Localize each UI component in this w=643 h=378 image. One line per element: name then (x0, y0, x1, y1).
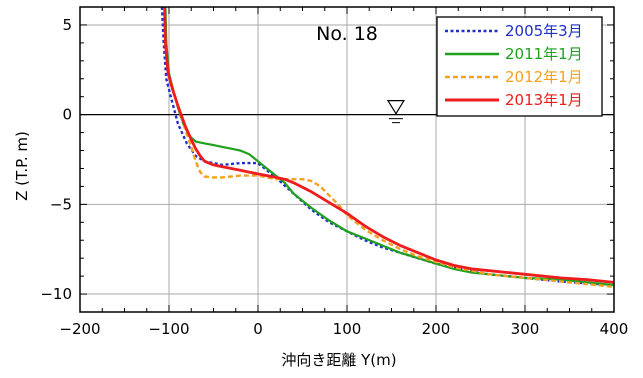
x-tick-label: −200 (59, 320, 100, 338)
x-tick-label: 100 (333, 320, 362, 338)
y-tick-label: −10 (40, 285, 72, 303)
x-tick-label: 400 (600, 320, 629, 338)
x-axis-label: 沖向き距離 Y(m) (281, 351, 396, 369)
y-tick-label: 5 (62, 16, 72, 34)
tick-marks (79, 6, 615, 313)
y-tick-label: −5 (50, 195, 72, 213)
series-layer (160, 7, 614, 289)
legend-label: 2013年1月 (505, 91, 583, 109)
y-tick-label: 0 (62, 106, 72, 124)
x-tick-label: 0 (253, 320, 263, 338)
y-axis-label: Z (T.P. m) (13, 131, 31, 201)
series-line-3 (163, 7, 614, 289)
chart-title: No. 18 (316, 23, 378, 45)
legend: 2005年3月 2011年1月 2012年1月 2013年1月 (436, 16, 603, 117)
y-tick-labels: 5 0 −5 −10 (40, 16, 72, 303)
legend-label: 2011年1月 (505, 45, 583, 63)
legend-label: 2012年1月 (505, 68, 583, 86)
series-line-4 (163, 7, 614, 284)
x-tick-label: 200 (422, 320, 451, 338)
legend-label: 2005年3月 (505, 22, 583, 40)
water-level-icon (386, 100, 406, 124)
x-tick-label: −100 (148, 320, 189, 338)
water-level-triangle (386, 100, 406, 115)
x-tick-labels: −200 −100 0 100 200 300 400 (59, 320, 628, 338)
x-tick-label: 300 (511, 320, 540, 338)
